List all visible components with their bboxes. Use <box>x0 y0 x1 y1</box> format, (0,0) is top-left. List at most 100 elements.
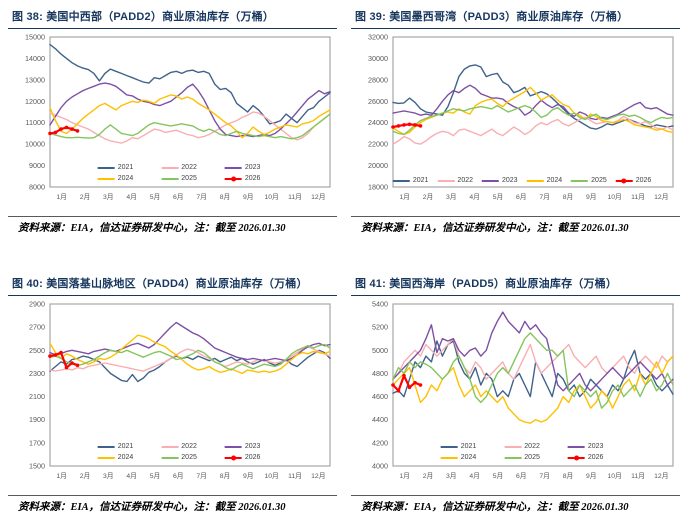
svg-text:2月: 2月 <box>423 472 434 480</box>
legend-line-swatch <box>440 446 458 448</box>
legend-label: 2023 <box>502 177 518 184</box>
line-chart-canvas: 1500 1700 1900 2100 2300 2500 2700 2900 1月 2月 3月 4月… <box>29 300 331 480</box>
legend-label: 2024 <box>460 454 477 461</box>
legend-item-2024: 2024 <box>526 177 562 185</box>
svg-text:4月: 4月 <box>469 472 480 480</box>
chart-legend: 2021 2022 2023 2024 2025 2026 <box>97 443 261 462</box>
svg-text:1月: 1月 <box>399 472 410 480</box>
legend-item-2023: 2023 <box>224 164 260 172</box>
legend-item-2022: 2022 <box>161 443 197 451</box>
svg-text:13000: 13000 <box>25 75 45 84</box>
legend-line-swatch <box>504 457 522 459</box>
legend-label: 2021 <box>460 443 477 450</box>
svg-text:2300: 2300 <box>29 369 45 378</box>
legend-item-2022: 2022 <box>437 177 473 185</box>
legend-item-2021: 2021 <box>97 443 134 451</box>
legend-label: 2025 <box>181 175 197 182</box>
legend-item-2026: 2026 <box>567 454 603 462</box>
svg-text:2100: 2100 <box>29 392 45 401</box>
svg-text:1月: 1月 <box>56 193 67 201</box>
svg-text:5月: 5月 <box>150 472 161 480</box>
svg-text:3月: 3月 <box>446 193 457 201</box>
legend-line-swatch <box>440 457 458 459</box>
legend-line-swatch <box>161 167 179 169</box>
legend-label: 2022 <box>181 443 197 450</box>
legend-line-swatch <box>615 180 633 182</box>
svg-text:11月: 11月 <box>288 472 302 480</box>
svg-text:6月: 6月 <box>173 472 184 480</box>
svg-text:8月: 8月 <box>220 472 231 480</box>
figure-title: 图 39: 美国墨西哥湾（PADD3）商业原油库存（万桶） <box>351 6 680 29</box>
legend-label: 2022 <box>524 443 540 450</box>
svg-text:12月: 12月 <box>311 193 325 201</box>
line-chart-canvas: 8000 9000 10000 11000 12000 13000 14000 15000 1月… <box>25 33 331 201</box>
legend-item-2026: 2026 <box>615 177 652 185</box>
svg-text:11月: 11月 <box>631 193 645 201</box>
legend-item-2025: 2025 <box>161 454 197 462</box>
figure-38: 图 38: 美国中西部（PADD2）商业原油库存（万桶） 8000 9000 100… <box>8 6 337 235</box>
svg-text:5200: 5200 <box>372 323 388 332</box>
svg-text:24000: 24000 <box>368 118 388 127</box>
legend-line-swatch <box>97 446 115 448</box>
svg-text:12000: 12000 <box>25 97 45 106</box>
svg-text:2900: 2900 <box>29 300 45 309</box>
chart-area: 4000 4200 4400 4600 4800 5000 5200 5400 1月 2月 3月 4月… <box>351 298 680 494</box>
svg-text:4000: 4000 <box>372 462 388 471</box>
line-chart-canvas: 18000 20000 22000 24000 26000 28000 30000 32000… <box>368 33 674 201</box>
svg-text:3月: 3月 <box>103 472 114 480</box>
svg-text:14000: 14000 <box>25 54 45 63</box>
legend-item-2025: 2025 <box>571 177 607 185</box>
figure-39: 图 39: 美国墨西哥湾（PADD3）商业原油库存（万桶） 18000 20000… <box>351 6 680 235</box>
figure-title: 图 41: 美国西海岸（PADD5）商业原油库存（万桶） <box>351 273 680 296</box>
svg-text:12月: 12月 <box>311 472 325 480</box>
svg-text:8月: 8月 <box>563 193 574 201</box>
svg-text:22000: 22000 <box>368 140 388 149</box>
legend-line-swatch <box>161 457 179 459</box>
svg-text:9月: 9月 <box>243 472 254 480</box>
svg-text:6月: 6月 <box>516 193 527 201</box>
legend-label: 2021 <box>117 443 134 450</box>
svg-text:4800: 4800 <box>372 369 388 378</box>
figure-40: 图 40: 美国落基山脉地区（PADD4）商业原油库存（万桶） 1500 1700… <box>8 273 337 514</box>
legend-line-swatch <box>161 178 179 180</box>
line-chart-canvas: 4000 4200 4400 4600 4800 5000 5200 5400 1月 2月 3月 4月… <box>372 300 674 480</box>
svg-text:1月: 1月 <box>399 193 410 201</box>
svg-text:4600: 4600 <box>372 392 388 401</box>
legend-line-swatch <box>97 457 115 459</box>
svg-text:2月: 2月 <box>423 193 434 201</box>
svg-text:2月: 2月 <box>80 193 91 201</box>
svg-text:7月: 7月 <box>539 193 550 201</box>
legend-label: 2021 <box>117 164 134 171</box>
legend-item-2025: 2025 <box>504 454 540 462</box>
legend-item-2022: 2022 <box>161 164 197 172</box>
svg-text:10月: 10月 <box>264 472 278 480</box>
svg-text:20000: 20000 <box>368 161 388 170</box>
svg-text:4月: 4月 <box>126 193 137 201</box>
svg-text:1700: 1700 <box>29 438 45 447</box>
legend-item-2024: 2024 <box>97 175 133 183</box>
svg-text:8月: 8月 <box>563 472 574 480</box>
svg-text:1500: 1500 <box>29 462 45 471</box>
svg-text:3月: 3月 <box>103 193 114 201</box>
legend-item-2025: 2025 <box>161 175 197 183</box>
legend-item-2021: 2021 <box>392 177 429 185</box>
chart-area: 1500 1700 1900 2100 2300 2500 2700 2900 1月 2月 3月 4月… <box>8 298 337 494</box>
svg-text:10000: 10000 <box>25 140 45 149</box>
legend-line-swatch <box>224 178 242 180</box>
legend-label: 2025 <box>181 454 197 461</box>
chart-legend: 2021 2022 2023 2024 2025 2026 <box>392 177 652 185</box>
legend-line-swatch <box>437 180 455 182</box>
legend-label: 2026 <box>635 177 652 184</box>
svg-text:7月: 7月 <box>196 193 207 201</box>
svg-text:8000: 8000 <box>29 183 45 192</box>
svg-text:12月: 12月 <box>654 193 668 201</box>
legend-label: 2023 <box>244 443 261 450</box>
svg-text:2月: 2月 <box>80 472 91 480</box>
legend-label: 2025 <box>524 454 540 461</box>
legend-line-swatch <box>482 180 499 182</box>
legend-label: 2021 <box>412 177 429 184</box>
legend-item-2024: 2024 <box>440 454 477 462</box>
source-note: 资料来源：EIA，信达证券研发中心，注：截至 2026.01.30 <box>8 495 337 514</box>
legend-line-swatch <box>224 167 242 169</box>
svg-text:4200: 4200 <box>372 438 388 447</box>
